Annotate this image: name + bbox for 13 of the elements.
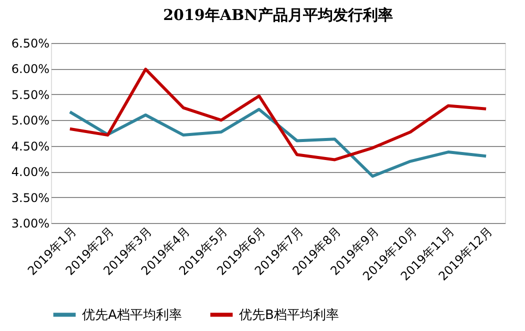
y-tick-label: 3.50% (11, 190, 50, 205)
line-series (68, 108, 488, 178)
legend-label: 优先B档平均利率 (239, 306, 339, 323)
y-tick-label: 4.50% (11, 139, 50, 154)
y-tick-label: 4.00% (11, 165, 50, 180)
chart-title: 2019年ABN产品月平均发行利率 (163, 6, 393, 24)
y-tick-label: 5.00% (11, 114, 50, 128)
y-tick-label: 3.00% (11, 216, 50, 230)
legend-label: 优先A档平均利率 (82, 306, 182, 323)
y-tick-label: 6.50% (11, 36, 50, 50)
line-series (68, 68, 488, 162)
y-tick-label: 6.00% (11, 62, 50, 76)
y-tick-label: 5.50% (11, 88, 50, 102)
